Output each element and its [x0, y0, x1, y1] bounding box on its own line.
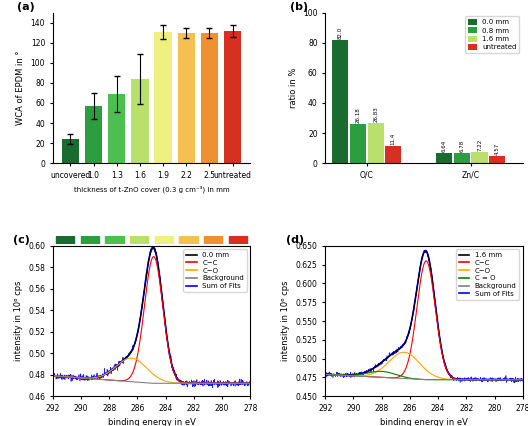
Text: 6.64: 6.64: [442, 140, 447, 152]
Bar: [81, 236, 99, 244]
Bar: [385, 146, 401, 163]
Legend: 1.6 mm, C−C, C−O, C = O, Background, Sum of Fits: 1.6 mm, C−C, C−O, C = O, Background, Sum…: [456, 249, 519, 299]
Text: 26.18: 26.18: [355, 107, 361, 123]
Bar: [472, 152, 488, 163]
Bar: [489, 156, 505, 163]
Text: (c): (c): [13, 235, 30, 245]
X-axis label: thickness of t-ZnO cover (0.3 g cm⁻³) in mm: thickness of t-ZnO cover (0.3 g cm⁻³) in…: [74, 185, 229, 193]
Bar: [105, 236, 124, 244]
Text: (b): (b): [290, 2, 308, 12]
Bar: [204, 236, 222, 244]
Bar: [131, 79, 148, 163]
Bar: [154, 32, 172, 163]
Bar: [454, 153, 470, 163]
Bar: [436, 153, 452, 163]
Y-axis label: intensity in 10⁶ cps: intensity in 10⁶ cps: [281, 281, 290, 361]
Text: 7.22: 7.22: [477, 139, 482, 151]
Y-axis label: WCA of EPDM in °: WCA of EPDM in °: [16, 51, 25, 125]
Bar: [130, 236, 148, 244]
Text: 26.83: 26.83: [373, 106, 378, 121]
X-axis label: binding energy in eV: binding energy in eV: [380, 418, 468, 426]
Text: 11.4: 11.4: [391, 132, 396, 145]
Bar: [350, 124, 366, 163]
Bar: [224, 31, 241, 163]
Legend: 0.0 mm, C−C, C−O, Background, Sum of Fits: 0.0 mm, C−C, C−O, Background, Sum of Fit…: [184, 249, 247, 292]
Y-axis label: intensity in 10⁶ cps: intensity in 10⁶ cps: [14, 281, 23, 361]
Bar: [62, 139, 79, 163]
Bar: [367, 123, 384, 163]
X-axis label: binding energy in eV: binding energy in eV: [108, 418, 195, 426]
Bar: [332, 40, 348, 163]
Bar: [201, 33, 218, 163]
Bar: [155, 236, 173, 244]
Text: (d): (d): [286, 235, 304, 245]
Text: (a): (a): [17, 2, 35, 12]
Bar: [180, 236, 198, 244]
Bar: [108, 94, 126, 163]
Legend: 0.0 mm, 0.8 mm, 1.6 mm, untreated: 0.0 mm, 0.8 mm, 1.6 mm, untreated: [465, 16, 519, 53]
Bar: [229, 236, 247, 244]
Bar: [85, 106, 102, 163]
Bar: [56, 236, 74, 244]
Text: 6.78: 6.78: [459, 139, 465, 152]
Y-axis label: ratio in %: ratio in %: [289, 68, 298, 108]
Text: 82.0: 82.0: [338, 26, 343, 39]
Bar: [177, 33, 195, 163]
Text: 4.57: 4.57: [495, 143, 500, 155]
